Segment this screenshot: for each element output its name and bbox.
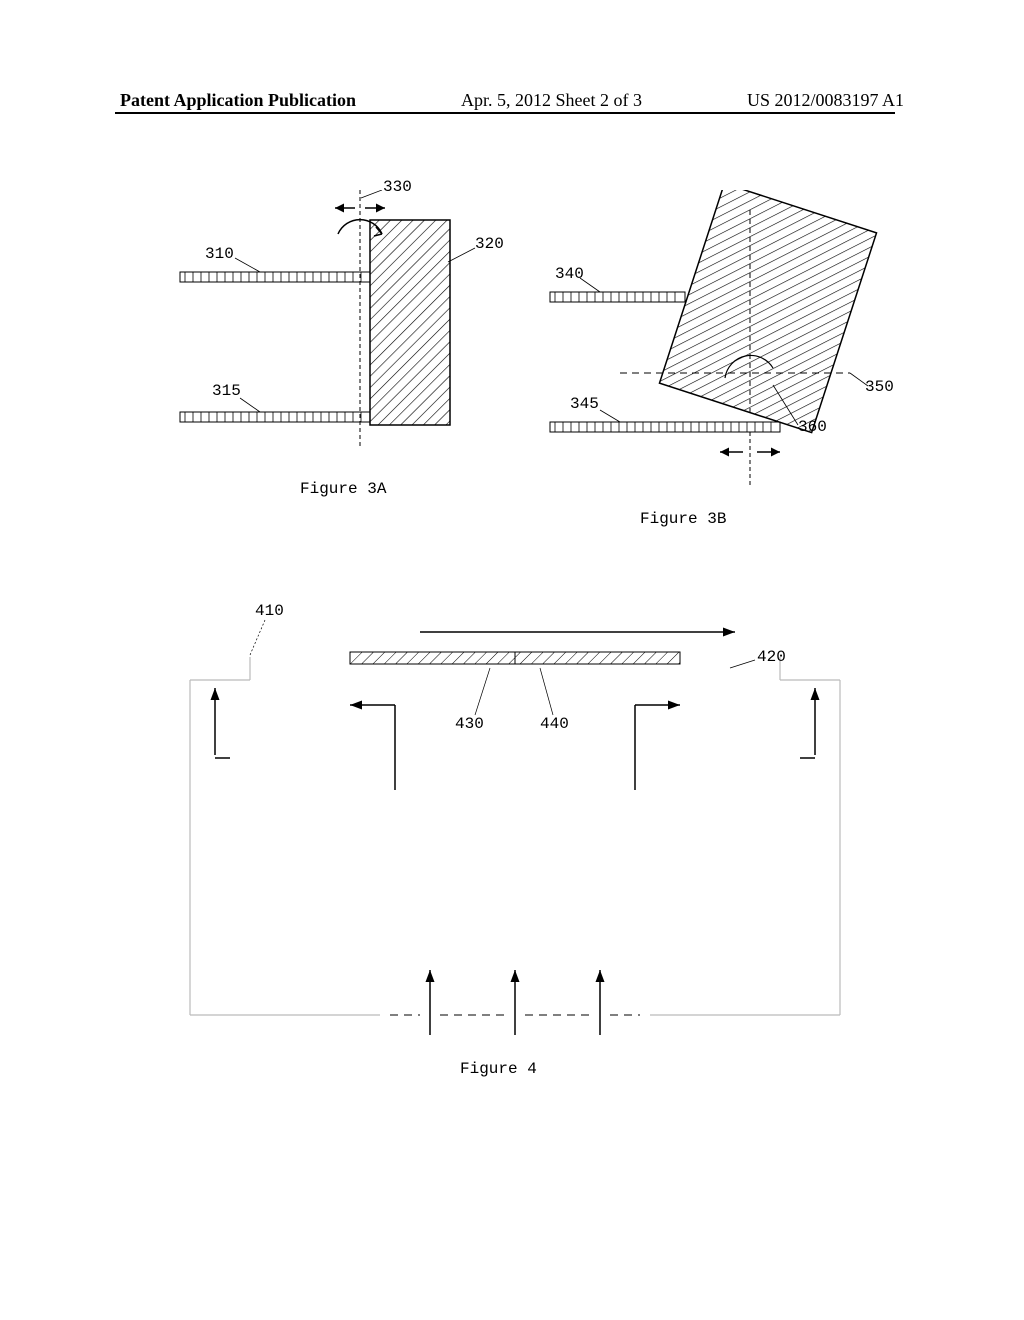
caption-3b: Figure 3B xyxy=(640,510,726,528)
label-410: 410 xyxy=(255,602,284,620)
figure-3a: 310 315 320 330 xyxy=(160,190,510,500)
label-420: 420 xyxy=(757,648,786,666)
figure-3b-svg xyxy=(520,190,900,520)
label-330: 330 xyxy=(383,178,412,196)
figure-3b: 340 345 350 360 xyxy=(520,190,900,520)
figure-4-svg xyxy=(175,590,855,1040)
label-430: 430 xyxy=(455,715,484,733)
label-350: 350 xyxy=(865,378,894,396)
header-center: Apr. 5, 2012 Sheet 2 of 3 xyxy=(461,90,642,111)
header-right: US 2012/0083197 A1 xyxy=(747,90,904,111)
header-rule xyxy=(115,112,895,114)
header-left: Patent Application Publication xyxy=(120,90,356,111)
label-345: 345 xyxy=(570,395,599,413)
caption-3a: Figure 3A xyxy=(300,480,386,498)
label-310: 310 xyxy=(205,245,234,263)
label-340: 340 xyxy=(555,265,584,283)
figure-4: 410 420 430 440 xyxy=(175,590,855,1040)
label-320: 320 xyxy=(475,235,504,253)
label-440: 440 xyxy=(540,715,569,733)
figure-3a-svg xyxy=(160,190,510,500)
caption-4: Figure 4 xyxy=(460,1060,537,1078)
page-header: Patent Application Publication Apr. 5, 2… xyxy=(0,90,1024,111)
label-360: 360 xyxy=(798,418,827,436)
label-315: 315 xyxy=(212,382,241,400)
